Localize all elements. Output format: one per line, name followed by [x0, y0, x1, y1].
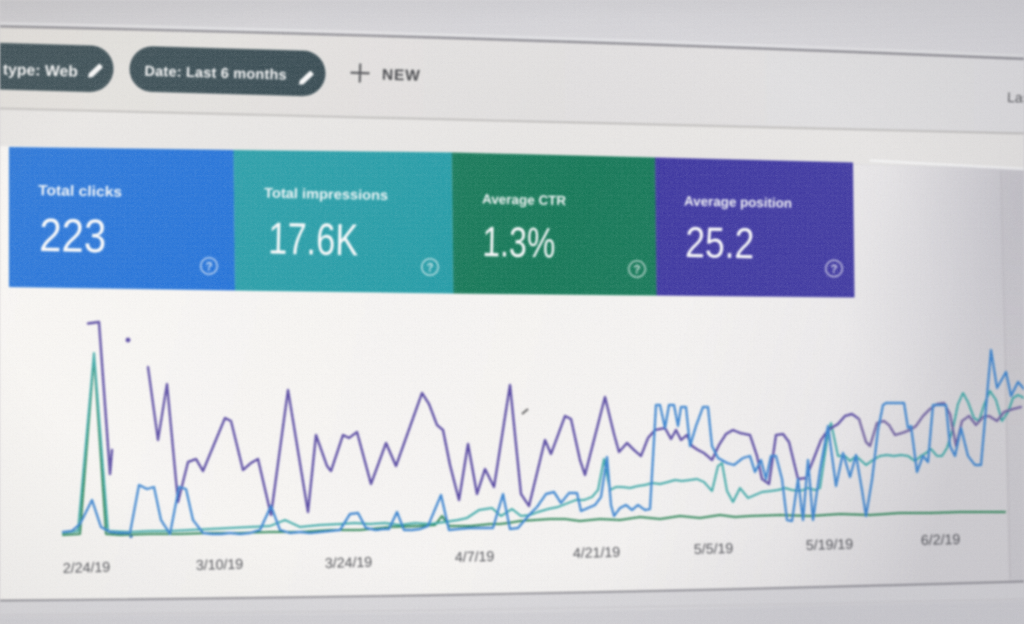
- svg-text:4/7/19: 4/7/19: [455, 549, 495, 566]
- svg-text:Total clicks: Total clicks: [38, 183, 122, 201]
- svg-text:1.3%: 1.3%: [482, 219, 556, 268]
- svg-text:3/24/19: 3/24/19: [325, 555, 373, 572]
- svg-text:Average position: Average position: [684, 194, 792, 211]
- svg-text:17.6K: 17.6K: [268, 213, 359, 266]
- svg-text:?: ?: [830, 264, 837, 276]
- svg-text:4/21/19: 4/21/19: [573, 545, 621, 562]
- svg-text:type: Web: type: Web: [3, 62, 78, 81]
- svg-text:?: ?: [205, 262, 212, 274]
- svg-text:3/10/19: 3/10/19: [196, 557, 244, 574]
- svg-text:223: 223: [39, 208, 107, 262]
- svg-text:Average CTR: Average CTR: [482, 192, 567, 209]
- svg-text:2/24/19: 2/24/19: [63, 560, 111, 577]
- svg-text:Total impressions: Total impressions: [264, 185, 389, 204]
- svg-text:?: ?: [426, 263, 433, 275]
- svg-text:25.2: 25.2: [685, 219, 755, 268]
- svg-text:5/19/19: 5/19/19: [806, 537, 854, 554]
- svg-text:Last: Last: [1007, 89, 1024, 106]
- svg-text:?: ?: [633, 265, 640, 277]
- svg-text:6/2/19: 6/2/19: [921, 532, 961, 549]
- svg-text:NEW: NEW: [382, 67, 421, 85]
- svg-text:5/5/19: 5/5/19: [694, 541, 734, 558]
